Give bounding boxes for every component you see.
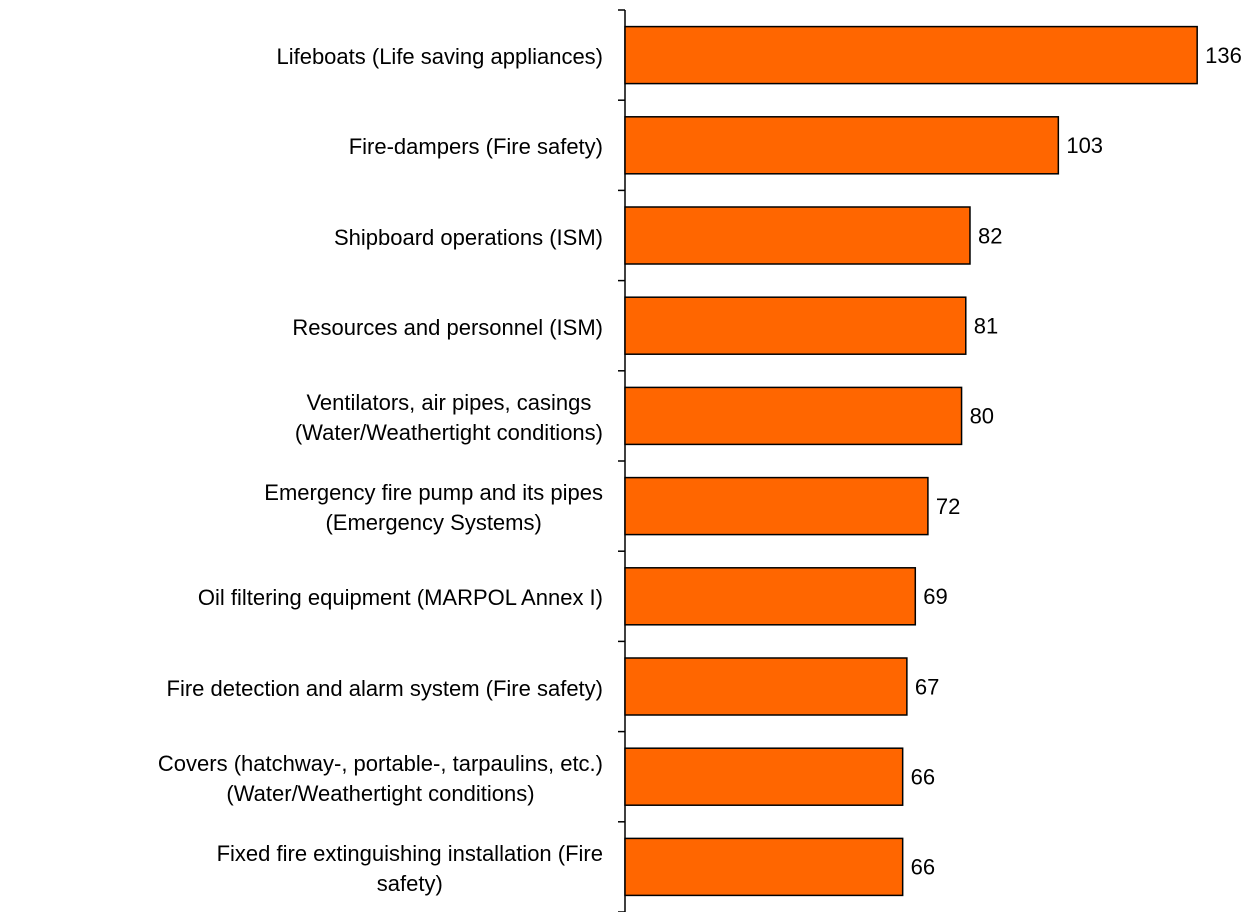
value-label: 103 — [1066, 133, 1103, 158]
category-label: Resources and personnel (ISM) — [292, 314, 603, 340]
value-label: 136 — [1205, 43, 1242, 68]
category-label: Oil filtering equipment (MARPOL Annex I) — [197, 585, 603, 611]
bar — [624, 567, 917, 626]
value-label: 66 — [911, 765, 935, 790]
bar — [624, 206, 971, 265]
value-label: 80 — [970, 404, 994, 429]
category-label: Emergency fire pump and its pipes (Emerg… — [264, 480, 603, 536]
bar — [624, 296, 967, 355]
category-label: Ventilators, air pipes, casings (Water/W… — [294, 389, 603, 445]
value-label: 69 — [923, 584, 947, 609]
category-label: Fire detection and alarm system (Fire sa… — [166, 675, 603, 701]
value-label: 82 — [978, 223, 1002, 248]
value-label: 67 — [915, 674, 939, 699]
bar — [624, 476, 929, 536]
bar — [624, 747, 904, 806]
value-label: 66 — [911, 855, 935, 880]
bar — [624, 116, 1060, 175]
category-label: Lifeboats (Life saving appliances) — [276, 44, 603, 70]
value-label: 72 — [936, 494, 960, 519]
bar — [624, 837, 904, 897]
category-label: Fixed fire extinguishing installation (F… — [216, 840, 603, 896]
bar — [624, 25, 1198, 85]
category-label: Covers (hatchway-, portable-, tarpaulins… — [157, 750, 603, 806]
category-label: Shipboard operations (ISM) — [333, 224, 603, 250]
value-label: 81 — [974, 314, 998, 339]
category-label: Fire-dampers (Fire safety) — [348, 134, 603, 160]
bar — [624, 386, 963, 446]
bar — [624, 657, 908, 716]
